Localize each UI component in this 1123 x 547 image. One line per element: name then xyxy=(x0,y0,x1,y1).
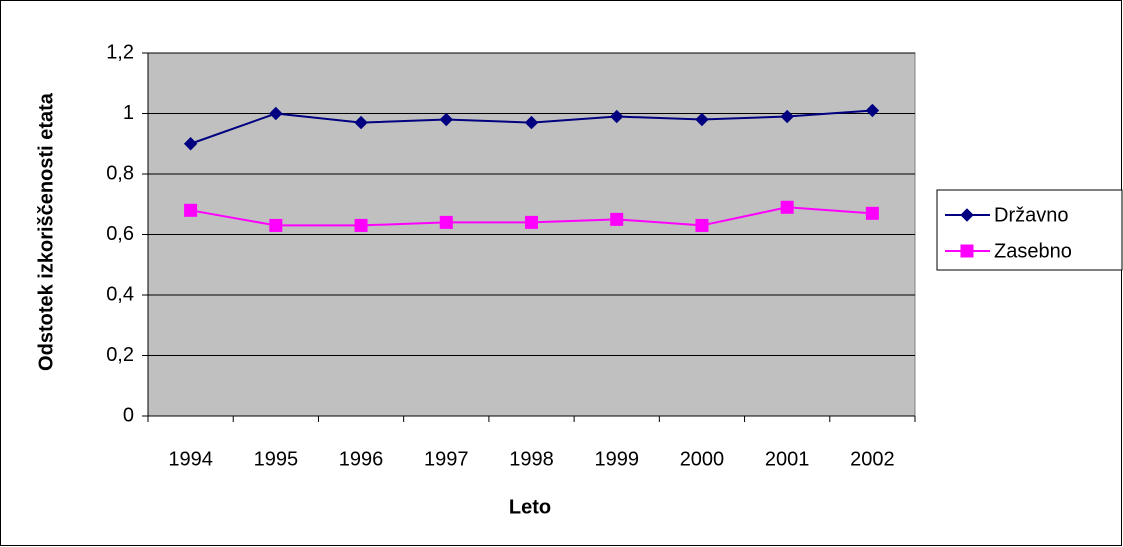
x-tick-label: 1999 xyxy=(594,448,639,470)
y-tick-label: 1,2 xyxy=(106,41,134,63)
data-point xyxy=(610,109,624,124)
data-point xyxy=(354,218,368,232)
data-point xyxy=(780,200,794,214)
legend-marker xyxy=(960,244,974,258)
y-tick-label: 0,4 xyxy=(106,283,134,305)
x-axis-label: Leto xyxy=(509,496,551,518)
data-point xyxy=(439,215,453,229)
x-tick-label: 2001 xyxy=(765,448,810,470)
data-point xyxy=(525,215,538,229)
data-point xyxy=(610,212,624,226)
x-tick-label: 1994 xyxy=(168,448,213,470)
data-point xyxy=(695,112,709,127)
data-point xyxy=(865,103,880,118)
data-point xyxy=(695,218,709,232)
y-tick-label: 0,2 xyxy=(106,344,134,366)
y-tick-label: 0 xyxy=(123,404,134,426)
x-tick-label: 1996 xyxy=(339,448,384,470)
legend-label: Državno xyxy=(994,204,1068,226)
data-point xyxy=(184,203,198,217)
data-point xyxy=(269,106,283,121)
data-point xyxy=(865,206,879,220)
legend: Državno Zasebno xyxy=(936,189,1123,271)
x-tick-label: 1997 xyxy=(424,448,469,470)
data-point xyxy=(354,115,368,130)
x-tick-label: 2002 xyxy=(850,448,895,470)
x-tick-label: 1995 xyxy=(254,448,299,470)
x-tick-label: 2000 xyxy=(680,448,725,470)
data-point xyxy=(269,218,283,232)
legend-marker xyxy=(960,208,974,222)
y-axis-label: Odstotek izkoriščenosti etata xyxy=(35,92,57,371)
y-tick-label: 0,6 xyxy=(106,223,134,245)
legend-label: Zasebno xyxy=(994,240,1072,262)
data-point xyxy=(780,109,794,124)
x-tick-label: 1998 xyxy=(509,448,554,470)
data-point xyxy=(439,112,453,127)
data-point xyxy=(524,115,539,130)
y-tick-label: 1 xyxy=(123,102,134,124)
y-tick-label: 0,8 xyxy=(106,162,134,184)
data-point xyxy=(183,137,198,151)
